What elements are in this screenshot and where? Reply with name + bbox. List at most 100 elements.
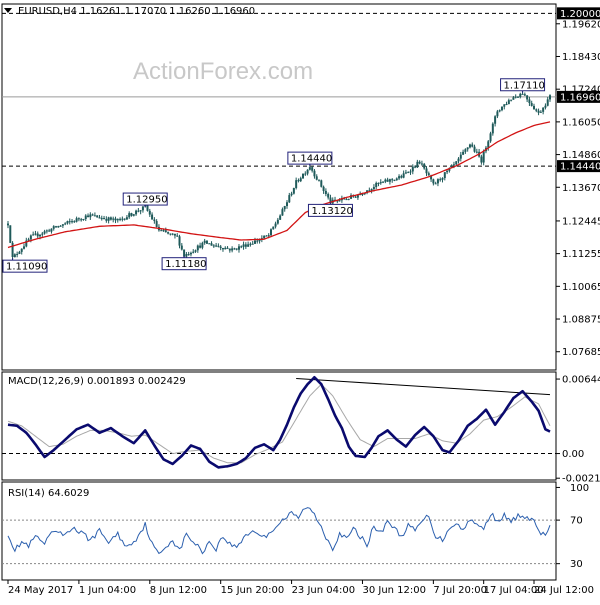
candle-body — [55, 226, 58, 228]
candle-body — [407, 172, 410, 174]
price-candle — [523, 92, 526, 97]
candle-body — [308, 167, 311, 170]
candle-body — [171, 233, 174, 235]
price-candle — [201, 241, 204, 250]
price-candle — [519, 92, 522, 99]
price-candle — [269, 228, 272, 237]
candle-body — [299, 178, 302, 182]
price-title: EURUSD,H4 1.16261 1.17070 1.16260 1.1696… — [18, 6, 255, 17]
candle-body — [434, 183, 437, 185]
price-candle — [432, 178, 435, 186]
price-candle — [544, 103, 547, 110]
candle-body — [226, 247, 229, 249]
x-tick-label: 30 Jun 12:00 — [362, 585, 426, 596]
price-candle — [416, 159, 419, 168]
candle-body — [274, 223, 277, 227]
price-candle — [59, 225, 62, 227]
price-candle — [253, 237, 256, 245]
price-candle — [71, 219, 74, 224]
price-candle — [41, 231, 44, 237]
candle-body — [96, 215, 99, 218]
price-candle — [384, 178, 387, 184]
candle-body — [295, 180, 298, 189]
annotation-label: 1.11180 — [165, 259, 206, 270]
price-candle — [89, 212, 92, 220]
candle-body — [11, 242, 14, 257]
price-level-label: 1.20000 — [560, 9, 600, 20]
price-candle — [32, 231, 35, 236]
candle-body — [430, 175, 433, 180]
price-candle — [489, 131, 492, 143]
candle-body — [286, 202, 289, 207]
candle-body — [302, 173, 305, 179]
candle-body — [315, 176, 318, 180]
price-candle — [105, 216, 108, 223]
x-tick-label: 15 Jun 20:00 — [221, 585, 285, 596]
candle-body — [523, 94, 526, 96]
price-annotation: 1.11180 — [161, 255, 207, 271]
collapse-arrow-icon[interactable] — [4, 8, 12, 13]
candle-body — [409, 171, 412, 173]
price-candle — [244, 242, 247, 249]
rsi-tick-label: 30 — [570, 559, 583, 570]
price-candle — [52, 225, 55, 231]
price-tick-label: 1.17240 — [562, 85, 600, 96]
candle-body — [128, 213, 131, 218]
candle-body — [251, 243, 254, 245]
panel-frame — [1, 481, 557, 581]
price-candle — [221, 247, 224, 252]
candle-body — [13, 254, 16, 257]
candle-body — [377, 182, 380, 184]
candle-body — [100, 218, 103, 220]
candle-body — [41, 233, 44, 235]
rsi-tick-label: 70 — [570, 516, 583, 527]
price-candle — [530, 100, 533, 107]
candle-body — [203, 240, 206, 243]
price-candle — [125, 215, 128, 220]
price-candle — [512, 96, 515, 100]
price-candle — [189, 251, 192, 257]
price-level-box — [557, 90, 600, 103]
price-candle — [237, 244, 240, 253]
price-candle — [549, 94, 551, 102]
candle-body — [393, 179, 396, 181]
price-candle — [203, 238, 206, 245]
candle-body — [375, 182, 378, 188]
price-candle — [7, 221, 9, 229]
candle-body — [64, 223, 67, 225]
price-candle — [482, 149, 485, 166]
candle-body — [514, 96, 517, 98]
price-candle — [151, 212, 154, 220]
candle-body — [125, 217, 128, 220]
price-candle — [43, 229, 46, 235]
price-candle — [251, 241, 254, 245]
price-candle — [315, 174, 318, 181]
price-candle — [464, 148, 467, 154]
price-candle — [167, 231, 170, 235]
price-candle — [514, 94, 517, 99]
price-candle — [91, 213, 94, 216]
price-candle — [141, 206, 144, 213]
candle-body — [242, 244, 245, 247]
price-candle — [20, 248, 23, 255]
price-candle — [503, 104, 506, 110]
price-tick-label: 1.11255 — [562, 249, 600, 260]
candle-body — [247, 244, 250, 247]
price-candle — [418, 160, 421, 165]
price-candle — [107, 216, 110, 224]
candle-body — [496, 111, 499, 117]
candle-body — [215, 245, 218, 247]
candle-body — [542, 107, 545, 112]
candle-body — [199, 245, 202, 248]
rsi-tick-label: 100 — [570, 483, 589, 494]
price-candle — [112, 216, 115, 223]
candle-body — [16, 253, 19, 255]
annotation-label: 1.11090 — [6, 262, 47, 273]
candle-body — [382, 181, 385, 183]
price-candle — [224, 246, 227, 250]
price-candle — [180, 243, 183, 251]
price-candle — [302, 173, 305, 179]
candle-body — [205, 240, 208, 244]
price-candle — [434, 181, 437, 185]
candle-body — [68, 221, 71, 223]
